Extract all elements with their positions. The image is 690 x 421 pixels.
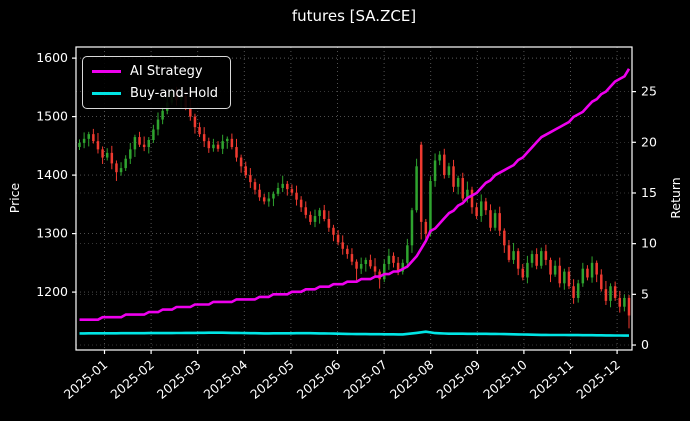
return-tick-label: 15 xyxy=(641,185,657,200)
ai-strategy-line-swatch xyxy=(92,70,121,73)
return-tick-label: 20 xyxy=(641,134,657,149)
x-tick-label: 2025-07 xyxy=(340,357,390,402)
return-tick-label: 10 xyxy=(641,236,657,251)
return-tick-label: 0 xyxy=(641,337,649,352)
x-tick-label: 2025-01 xyxy=(61,357,111,402)
x-tick-label: 2025-05 xyxy=(247,357,297,402)
price-tick-label: 1500 xyxy=(36,109,68,124)
legend: AI Strategy Buy-and-Hold xyxy=(82,56,232,109)
x-tick-label: 2025-08 xyxy=(387,357,437,402)
x-tick-label: 2025-09 xyxy=(434,357,484,402)
buy-and-hold-line xyxy=(79,330,629,337)
price-tick-label: 1400 xyxy=(36,167,68,182)
legend-item-buy-and-hold: Buy-and-Hold xyxy=(92,86,218,101)
left-axis-label: Price xyxy=(7,182,22,214)
price-tick-label: 1300 xyxy=(36,226,68,241)
x-tick-label: 2025-12 xyxy=(573,357,623,402)
return-tick-label: 5 xyxy=(641,286,649,301)
price-tick-label: 1200 xyxy=(36,284,68,299)
legend-item-ai-strategy: AI Strategy xyxy=(92,64,218,79)
buy-and-hold-line-swatch xyxy=(92,92,121,95)
plot-border xyxy=(75,46,633,351)
legend-label-buy-and-hold: Buy-and-Hold xyxy=(130,86,219,101)
x-tick-label: 2025-03 xyxy=(154,357,204,402)
x-tick-label: 2025-04 xyxy=(201,357,251,402)
legend-label-ai-strategy: AI Strategy xyxy=(130,64,203,79)
right-axis-label: Return xyxy=(668,177,683,219)
x-tick-label: 2025-02 xyxy=(107,357,157,402)
return-tick-label: 25 xyxy=(641,84,657,99)
x-tick-label: 2025-06 xyxy=(294,357,344,402)
x-tick-label: 2025-11 xyxy=(527,357,577,402)
price-tick-label: 1600 xyxy=(36,50,68,65)
grid-lines xyxy=(76,47,632,350)
candlesticks xyxy=(78,86,631,329)
chart-title: futures [SA.ZCE] xyxy=(291,7,417,25)
ai-strategy-line xyxy=(79,68,631,321)
x-tick-label: 2025-10 xyxy=(480,357,530,402)
